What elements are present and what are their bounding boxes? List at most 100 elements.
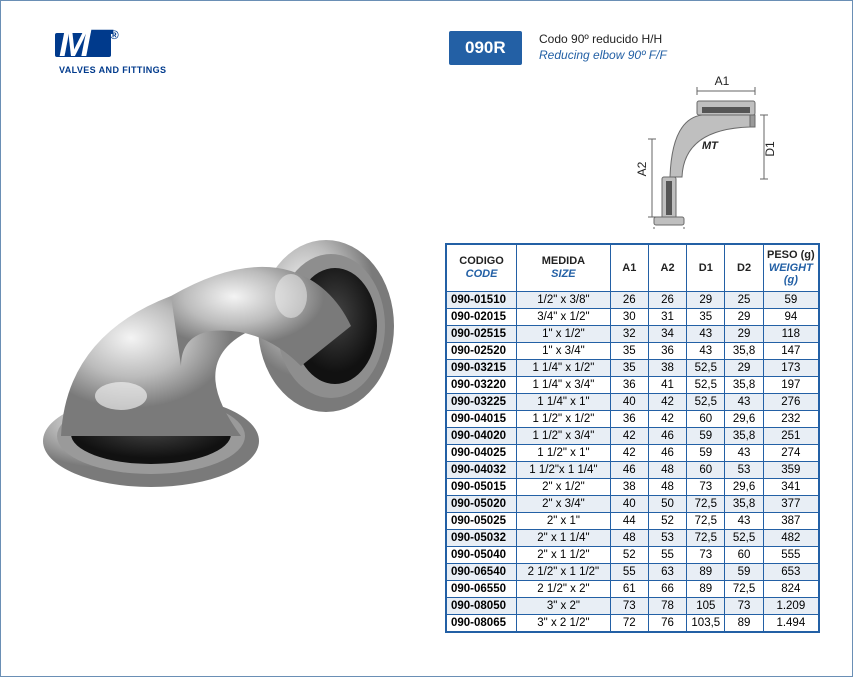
cell-code: 090-05032 — [447, 529, 517, 546]
cell-a1: 73 — [610, 597, 648, 614]
hdr-a2: A2 — [648, 245, 686, 292]
cell-a2: 50 — [648, 495, 686, 512]
cell-wt: 482 — [763, 529, 818, 546]
cell-code: 090-04015 — [447, 410, 517, 427]
cell-a2: 41 — [648, 376, 686, 393]
cell-d1: 73 — [687, 478, 725, 495]
cell-size: 2" x 1 1/4" — [517, 529, 611, 546]
cell-d2: 29,6 — [725, 478, 763, 495]
cell-d1: 72,5 — [687, 495, 725, 512]
hdr-d2: D2 — [725, 245, 763, 292]
brand-logo: MT® VALVES AND FITTINGS — [59, 29, 219, 75]
cell-a1: 26 — [610, 291, 648, 308]
specs-table: CODIGO CODE MEDIDA SIZE A1 A2 D1 D2 PESO… — [445, 243, 820, 633]
cell-code: 090-06550 — [447, 580, 517, 597]
cell-d2: 43 — [725, 393, 763, 410]
cell-wt: 147 — [763, 342, 818, 359]
cell-size: 3/4" x 1/2" — [517, 308, 611, 325]
cell-d2: 29,6 — [725, 410, 763, 427]
cell-d1: 59 — [687, 427, 725, 444]
cell-code: 090-04020 — [447, 427, 517, 444]
cell-d1: 59 — [687, 444, 725, 461]
cell-a1: 55 — [610, 563, 648, 580]
cell-d1: 89 — [687, 580, 725, 597]
title-english: Reducing elbow 90º F/F — [539, 47, 667, 63]
table-row: 090-040321 1/2"x 1 1/4"46486053359 — [447, 461, 819, 478]
table-row: 090-050152" x 1/2"38487329,6341 — [447, 478, 819, 495]
cell-wt: 173 — [763, 359, 818, 376]
table-row: 090-025201" x 3/4"35364335,8147 — [447, 342, 819, 359]
cell-a1: 36 — [610, 376, 648, 393]
cell-a2: 31 — [648, 308, 686, 325]
cell-d2: 73 — [725, 597, 763, 614]
cell-a2: 34 — [648, 325, 686, 342]
cell-code: 090-05015 — [447, 478, 517, 495]
cell-wt: 555 — [763, 546, 818, 563]
cell-wt: 232 — [763, 410, 818, 427]
cell-wt: 824 — [763, 580, 818, 597]
cell-size: 1 1/2"x 1 1/4" — [517, 461, 611, 478]
cell-a2: 66 — [648, 580, 686, 597]
cell-d1: 29 — [687, 291, 725, 308]
table-row: 090-080503" x 2"7378105731.209 — [447, 597, 819, 614]
cell-a1: 72 — [610, 614, 648, 631]
cell-a2: 63 — [648, 563, 686, 580]
table-row: 090-065502 1/2" x 2"61668972,5824 — [447, 580, 819, 597]
cell-wt: 276 — [763, 393, 818, 410]
cell-a2: 53 — [648, 529, 686, 546]
cell-a2: 76 — [648, 614, 686, 631]
cell-code: 090-03220 — [447, 376, 517, 393]
cell-a1: 36 — [610, 410, 648, 427]
cell-a1: 30 — [610, 308, 648, 325]
cell-wt: 377 — [763, 495, 818, 512]
cell-code: 090-03215 — [447, 359, 517, 376]
title-spanish: Codo 90º reducido H/H — [539, 31, 667, 47]
cell-d1: 43 — [687, 342, 725, 359]
cell-d1: 60 — [687, 461, 725, 478]
hdr-a1: A1 — [610, 245, 648, 292]
cell-a2: 48 — [648, 478, 686, 495]
hdr-size: MEDIDA SIZE — [517, 245, 611, 292]
cell-d2: 29 — [725, 308, 763, 325]
cell-d1: 103,5 — [687, 614, 725, 631]
cell-a1: 40 — [610, 495, 648, 512]
cell-d2: 43 — [725, 444, 763, 461]
cell-a1: 61 — [610, 580, 648, 597]
cell-wt: 118 — [763, 325, 818, 342]
cell-a1: 42 — [610, 444, 648, 461]
cell-d2: 35,8 — [725, 495, 763, 512]
table-row: 090-032151 1/4" x 1/2"353852,529173 — [447, 359, 819, 376]
cell-d1: 73 — [687, 546, 725, 563]
table-body: 090-015101/2" x 3/8"2626292559090-020153… — [447, 291, 819, 631]
product-code-badge: 090R — [449, 31, 522, 65]
cell-a2: 42 — [648, 410, 686, 427]
cell-wt: 251 — [763, 427, 818, 444]
cell-code: 090-04032 — [447, 461, 517, 478]
cell-d2: 25 — [725, 291, 763, 308]
cell-a1: 46 — [610, 461, 648, 478]
table-row: 090-050202" x 3/4"405072,535,8377 — [447, 495, 819, 512]
table-row: 090-015101/2" x 3/8"2626292559 — [447, 291, 819, 308]
hdr-d1: D1 — [687, 245, 725, 292]
product-title: Codo 90º reducido H/H Reducing elbow 90º… — [539, 31, 667, 63]
svg-text:MT: MT — [702, 140, 719, 152]
cell-wt: 59 — [763, 291, 818, 308]
cell-size: 1 1/4" x 1/2" — [517, 359, 611, 376]
cell-code: 090-02520 — [447, 342, 517, 359]
table-row: 090-050402" x 1 1/2"52557360555 — [447, 546, 819, 563]
cell-code: 090-05020 — [447, 495, 517, 512]
cell-d2: 89 — [725, 614, 763, 631]
cell-d2: 29 — [725, 325, 763, 342]
cell-size: 1 1/4" x 3/4" — [517, 376, 611, 393]
cell-wt: 653 — [763, 563, 818, 580]
cell-d1: 43 — [687, 325, 725, 342]
cell-a1: 35 — [610, 342, 648, 359]
cell-wt: 197 — [763, 376, 818, 393]
cell-d2: 53 — [725, 461, 763, 478]
cell-wt: 359 — [763, 461, 818, 478]
cell-a2: 52 — [648, 512, 686, 529]
cell-a2: 46 — [648, 427, 686, 444]
cell-wt: 341 — [763, 478, 818, 495]
cell-code: 090-02515 — [447, 325, 517, 342]
cell-a2: 46 — [648, 444, 686, 461]
